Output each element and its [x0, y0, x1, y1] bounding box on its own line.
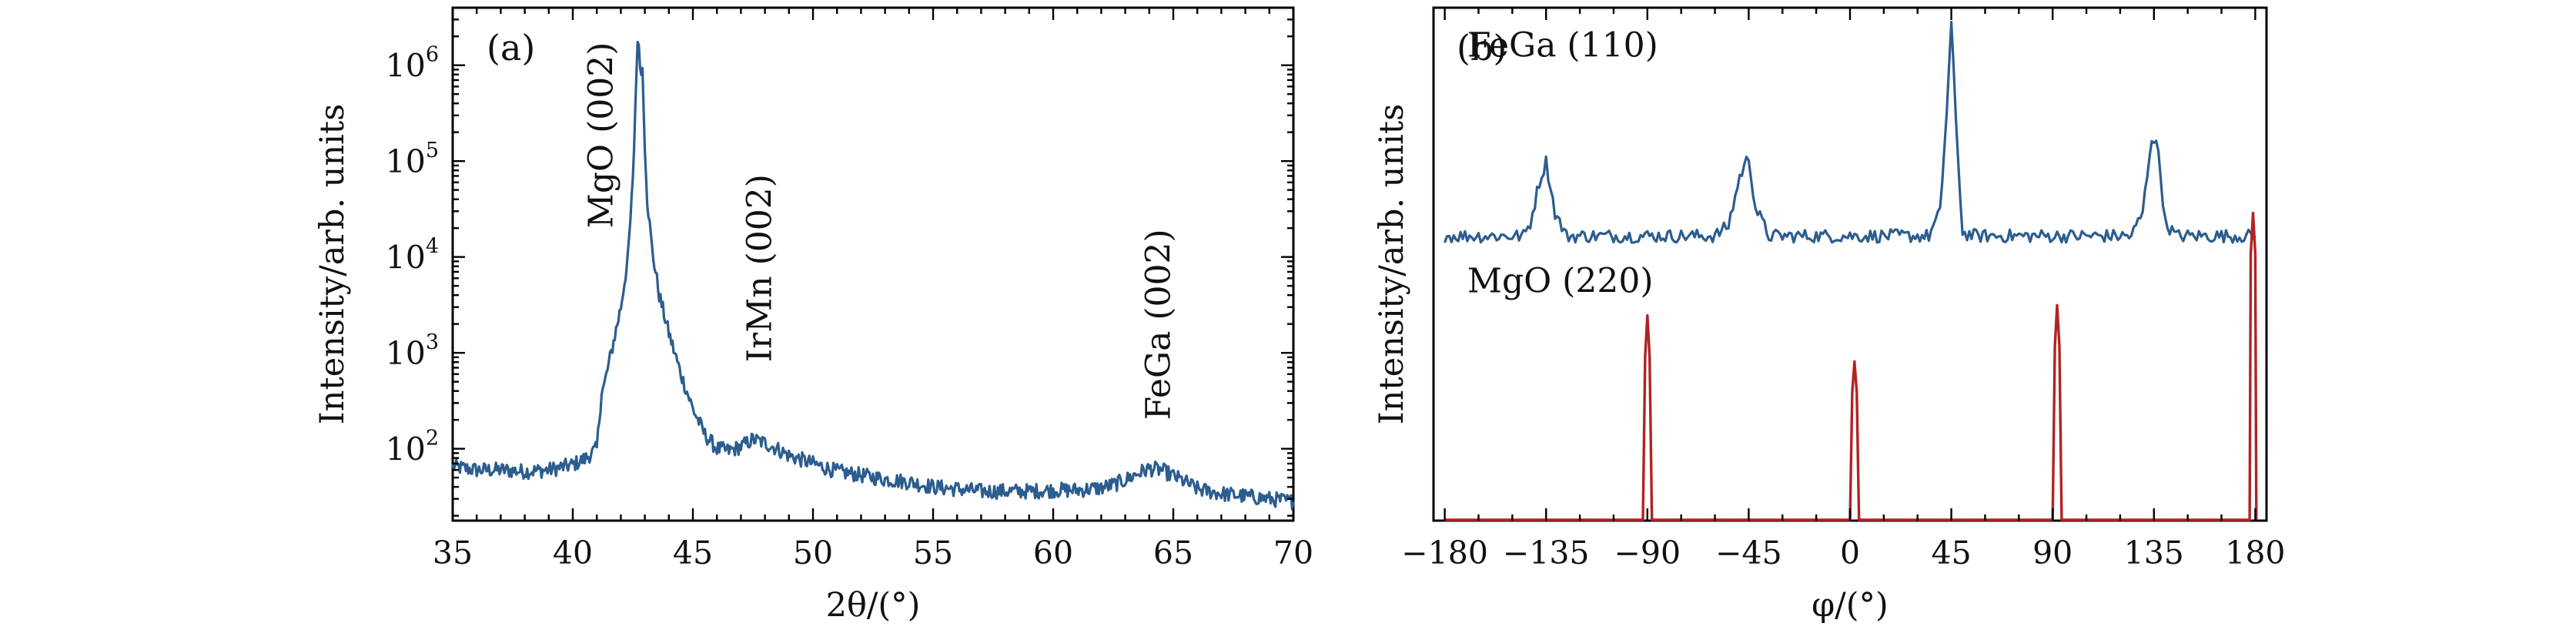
x-tick-label-b: 0 [1840, 534, 1860, 571]
chart-panel-a: 35 40 45 50 55 60 65 70 102 103 104 105 106 MgO (00… [313, 6, 1313, 625]
series-line-a-0 [451, 40, 1295, 511]
x-tick-label-a: 65 [1153, 534, 1193, 571]
chart-panel-b: −180 −135 −90 −45 0 45 90 135 180 FeGa (110) MgO … [1373, 6, 2286, 625]
series-line-b-0 [1444, 20, 2257, 244]
x-axis-label-b: φ/(°) [1812, 586, 1889, 625]
annotation-b: MgO (220) [1467, 262, 1654, 301]
annotations-b: FeGa (110) MgO (220) [1467, 25, 1658, 300]
y-tick-label-a: 104 [386, 235, 439, 276]
x-tick-label-b: 45 [1932, 534, 1972, 571]
series-group-b [1444, 20, 2258, 521]
annotation-a: IrMn (002) [740, 174, 779, 362]
x-ticks-b: −180 −135 −90 −45 0 45 90 135 180 [1401, 8, 2286, 571]
x-tick-label-a: 40 [553, 534, 593, 571]
y-tick-label-a: 103 [386, 330, 439, 372]
x-tick-label-b: 180 [2225, 534, 2285, 571]
y-tick-label-a: 102 [386, 427, 439, 468]
annotation-b: FeGa (110) [1467, 25, 1658, 65]
x-tick-label-a: 55 [913, 534, 953, 571]
x-tick-label-b: −180 [1401, 534, 1488, 571]
x-tick-label-a: 60 [1033, 534, 1073, 571]
x-tick-label-a: 50 [793, 534, 833, 571]
y-axis-label-a: Intensity/arb. units [313, 104, 352, 425]
x-tick-label-a: 35 [433, 534, 473, 571]
x-axis-label-a: 2θ/(°) [826, 586, 921, 625]
annotations-a: MgO (002) IrMn (002) FeGa (002) [581, 42, 1178, 421]
x-ticks-a: 35 40 45 50 55 60 65 70 [433, 8, 1313, 571]
annotation-a: FeGa (002) [1139, 229, 1178, 420]
y-ticks-a: 102 103 104 105 106 [386, 18, 1293, 517]
x-tick-label-b: 135 [2124, 534, 2184, 571]
x-tick-label-b: −135 [1503, 534, 1590, 571]
x-tick-label-a: 70 [1273, 534, 1313, 571]
panel-label-b: (b) [1457, 27, 1507, 69]
y-tick-label-a: 105 [386, 139, 439, 180]
series-group-a [451, 40, 1295, 511]
panel-label-a: (a) [487, 27, 535, 69]
x-tick-label-a: 45 [673, 534, 713, 571]
x-tick-label-b: 90 [2032, 534, 2073, 571]
plot-frame-a [451, 6, 1295, 522]
series-line-b-1 [1444, 211, 2258, 521]
y-axis-label-b: Intensity/arb. units [1373, 104, 1411, 425]
x-tick-label-b: −90 [1614, 534, 1681, 571]
annotation-a: MgO (002) [581, 42, 621, 229]
x-tick-label-b: −45 [1715, 534, 1782, 571]
y-tick-label-a: 106 [386, 43, 439, 85]
